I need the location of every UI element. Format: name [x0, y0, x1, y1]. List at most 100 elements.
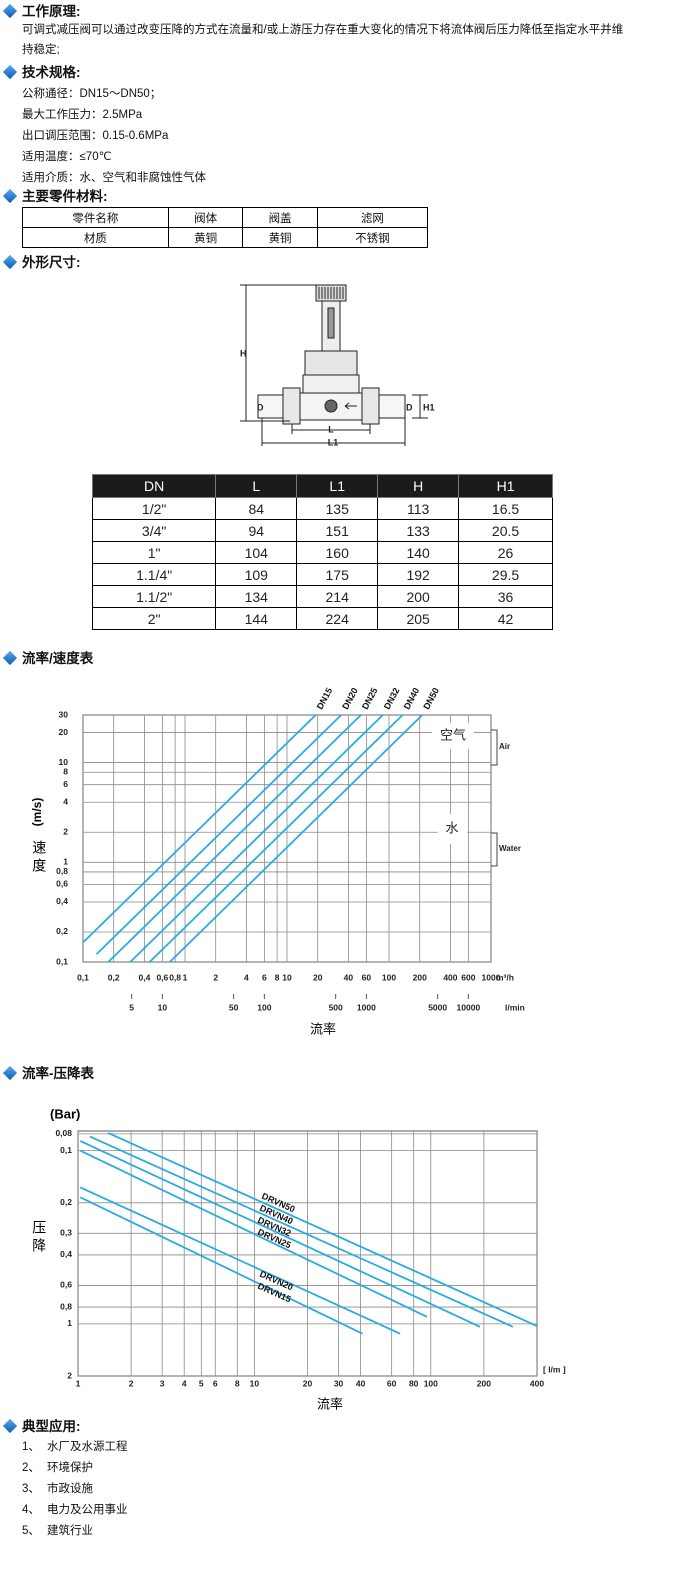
- y-tick-label: 0,2: [56, 926, 68, 936]
- table-row: 材质 黄铜 黄铜 不锈钢: [22, 227, 429, 248]
- list-number: 5、: [22, 1525, 40, 1537]
- x-tick-label: 400: [530, 1378, 544, 1388]
- x-tick-label: 40: [356, 1378, 366, 1388]
- y-tick-label: 6: [63, 779, 68, 789]
- x2-tick-label: 500: [329, 1002, 343, 1012]
- y-tick-label: 0,8: [60, 1301, 72, 1311]
- annotation-box: [438, 814, 467, 844]
- x-tick-label: 8: [235, 1378, 240, 1388]
- x-tick-label: 400: [443, 972, 457, 982]
- y-tick-label: 0,1: [60, 1145, 72, 1155]
- x-tick-label: 0,4: [138, 972, 150, 982]
- x-tick-label: 30: [334, 1378, 344, 1388]
- x-tick-label: 3: [160, 1378, 165, 1388]
- x-tick-label: 6: [262, 972, 267, 982]
- x2-tick-label: 5: [129, 1002, 134, 1012]
- x-tick-label: 10: [250, 1378, 260, 1388]
- section-heading: 工作原理:: [22, 4, 81, 19]
- list-text: 市政设施: [47, 1483, 93, 1495]
- table-cell: 160: [296, 541, 379, 564]
- table-row: 2" 144 224 205 42: [91, 607, 553, 630]
- y-tick-label: 2: [63, 827, 68, 837]
- table-cell: 1.1/2": [91, 585, 217, 608]
- series-label: DN40: [402, 686, 422, 711]
- spec-item: 最大工作压力：2.5MPa: [22, 109, 143, 121]
- table-cell: 134: [215, 585, 298, 608]
- table-row: 3/4" 94 151 133 20.5: [91, 519, 553, 542]
- materials-table: 零件名称 阀体 阀盖 滤网 材质 黄铜 黄铜 不锈钢: [22, 207, 429, 248]
- table-cell: 1.1/4": [91, 563, 217, 586]
- table-cell: 材质: [22, 227, 169, 248]
- dimension-label: D: [257, 402, 264, 412]
- y-tick-label: 2: [67, 1370, 72, 1380]
- table-cell: 黄铜: [167, 227, 244, 248]
- x-tick-label: 0,1: [77, 972, 89, 982]
- spec-item: 适用介质：水、空气和非腐蚀性气体: [22, 172, 206, 184]
- dimension-table: DN L L1 H H1 1/2" 84 135 113 16.5 3/4" 94 151 133 20.5…: [91, 474, 553, 630]
- series-line: [129, 714, 384, 963]
- table-cell: H1: [458, 474, 553, 498]
- annotation-bracket: [491, 729, 498, 766]
- x-tick-label: 0,8: [169, 972, 181, 982]
- x-tick-label: 20: [303, 1378, 313, 1388]
- spec-item: 适用温度：≤70℃: [22, 151, 112, 163]
- x-tick-label: 2: [213, 972, 218, 982]
- x-tick-label: 5: [199, 1378, 204, 1388]
- table-cell: 29.5: [458, 563, 553, 586]
- x2-tick-label: 1000: [357, 1002, 376, 1012]
- section-heading: 主要零件材料:: [22, 189, 108, 204]
- table-cell: 不锈钢: [316, 227, 429, 248]
- annotation: Water: [499, 844, 521, 853]
- table-cell: 192: [377, 563, 460, 586]
- x-tick-label: 10: [282, 972, 292, 982]
- table-cell: 109: [215, 563, 298, 586]
- y-tick-label: 30: [59, 709, 69, 719]
- table-cell: 零件名称: [22, 207, 169, 228]
- dimension-label: H1: [423, 402, 435, 412]
- y-tick-label: 8: [63, 766, 68, 776]
- dimension-label: L: [328, 424, 334, 434]
- y-tick-label: 4: [63, 797, 68, 807]
- table-cell: H: [377, 474, 460, 498]
- table-cell: 133: [377, 519, 460, 542]
- series-label: DN50: [421, 686, 441, 711]
- section-heading: 外形尺寸:: [22, 255, 81, 270]
- x2-tick-label: 100: [257, 1002, 271, 1012]
- x2-tick-label: 50: [229, 1002, 239, 1012]
- table-cell: 200: [377, 585, 460, 608]
- list-number: 2、: [22, 1462, 40, 1474]
- paragraph: 可调式减压阀可以通过改变压降的方式在流量和/或上游压力存在重大变化的情况下将流体…: [22, 24, 624, 56]
- table-cell: 94: [215, 519, 298, 542]
- series-line: [79, 1196, 363, 1335]
- y-tick-label: 20: [59, 727, 69, 737]
- table-cell: 104: [215, 541, 298, 564]
- x-tick-label: 0,2: [108, 972, 120, 982]
- x-tick-label: 200: [477, 1378, 491, 1388]
- y-tick-label: 1: [67, 1318, 72, 1328]
- table-cell: 阀盖: [242, 207, 318, 228]
- table-cell: 224: [296, 607, 379, 630]
- table-cell: 205: [377, 607, 460, 630]
- x2-tick-label: 5000: [428, 1002, 447, 1012]
- section-heading: 技术规格:: [22, 65, 81, 80]
- x-tick-label: 2: [129, 1378, 134, 1388]
- annotation-box: [432, 723, 474, 749]
- x2-tick-label: 10: [158, 1002, 168, 1012]
- table-cell: DN: [91, 474, 217, 498]
- x-tick-label: 4: [244, 972, 249, 982]
- table-cell: 黄铜: [242, 227, 318, 248]
- x2-unit: l/min: [505, 1002, 525, 1012]
- list-number: 4、: [22, 1504, 40, 1516]
- series-line: [148, 714, 404, 963]
- y-axis-label: 速度: [31, 840, 47, 876]
- y-tick-label: 0,08: [55, 1128, 72, 1138]
- y-tick-label: 0,3: [60, 1228, 72, 1238]
- section-heading: 流率/速度表: [22, 651, 94, 666]
- table-cell: L: [215, 474, 298, 498]
- section-heading: 典型应用:: [22, 1419, 81, 1434]
- table-cell: 214: [296, 585, 379, 608]
- x-unit: m³/h: [496, 972, 514, 982]
